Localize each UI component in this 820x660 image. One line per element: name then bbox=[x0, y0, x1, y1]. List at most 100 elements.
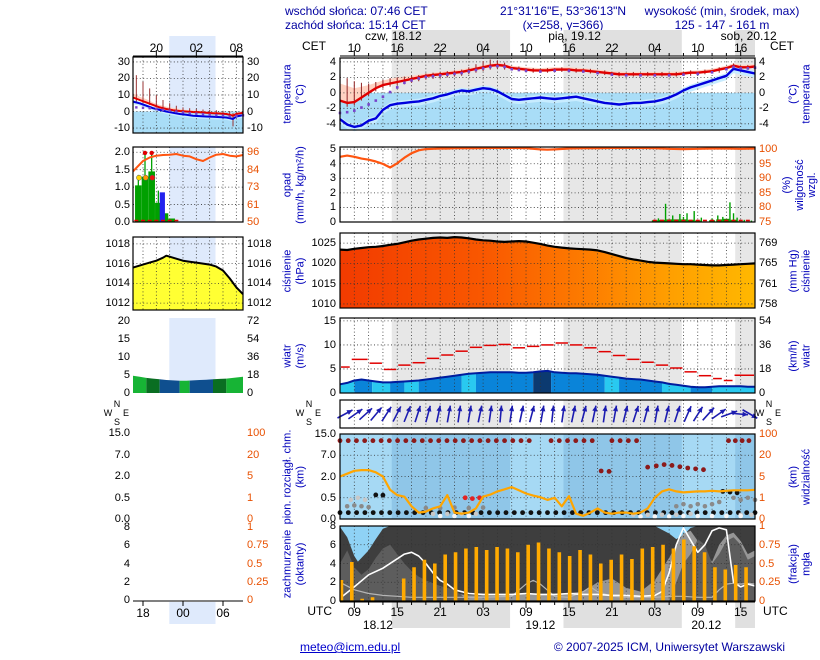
mini-axis-tick-label: 0 bbox=[247, 594, 254, 606]
axis-tick-label: 8 bbox=[329, 520, 336, 532]
axis-tick-label: 0 bbox=[759, 513, 766, 525]
altitude-values: 125 - 147 - 161 m bbox=[674, 18, 770, 32]
compass-left-icon-s: S bbox=[305, 417, 313, 427]
axis-tick-label: 1 bbox=[329, 201, 336, 214]
mini-axis-tick-label: 0 bbox=[123, 105, 130, 118]
axis-tick-label: -2 bbox=[326, 102, 336, 115]
mini-axis-tick-label: 1012 bbox=[247, 297, 272, 310]
axis-tick-label: 0 bbox=[329, 216, 336, 228]
axis-tick-label: 1010 bbox=[311, 297, 336, 310]
cet-hour-tick: 22 bbox=[605, 41, 619, 55]
axis-tick-label: -2 bbox=[759, 102, 769, 115]
axis-tick-label: 2 bbox=[329, 576, 336, 589]
axis-tick-label: 1020 bbox=[311, 257, 336, 270]
axis-tick-label: 2 bbox=[759, 71, 766, 84]
mini-axis-tick-label: 5 bbox=[123, 368, 130, 381]
mini-axis-tick-label: 0.75 bbox=[247, 539, 269, 552]
utc-hour-tick: 15 bbox=[390, 605, 404, 619]
mini-axis-tick-label: 2 bbox=[123, 575, 130, 588]
compass-mini-icon-e: E bbox=[122, 408, 130, 418]
mini-axis-tick-label: 0.25 bbox=[247, 575, 269, 588]
axis-tick-label: 1 bbox=[759, 520, 766, 532]
mini-axis-tick-label: 0.0 bbox=[114, 216, 130, 228]
date-label: 18.12 bbox=[362, 618, 393, 632]
panel-title-right-pion-rozciagl: (km) widzialność bbox=[787, 448, 812, 505]
mini-axis-tick-label: 72 bbox=[247, 314, 260, 327]
utc-label-left: UTC bbox=[307, 604, 332, 618]
axis-tick-label: 4 bbox=[329, 157, 336, 170]
mini-axis-tick-label: 20 bbox=[117, 314, 130, 327]
mini-axis-tick-label: 0.5 bbox=[114, 198, 130, 211]
cet-label-right: CET bbox=[770, 39, 794, 53]
cet-label-left: CET bbox=[302, 39, 326, 53]
utc-hour-tick: 21 bbox=[433, 605, 447, 619]
mini-axis-tick-label: 8 bbox=[123, 521, 130, 533]
compass-mini-icon-s: S bbox=[113, 417, 121, 427]
mini-axis-tick-label: 4 bbox=[123, 557, 130, 570]
utc-hour-tick: 09 bbox=[691, 605, 705, 619]
mini-axis-tick-label: 10 bbox=[117, 89, 130, 101]
panel-title-left-zachmurzenie: zachmurzenie (oktanty) bbox=[281, 529, 306, 598]
sunrise-text: wschód słońca: 07:46 CET bbox=[285, 4, 428, 18]
axis-tick-label: 90 bbox=[759, 172, 772, 185]
axis-tick-label: 1025 bbox=[311, 237, 336, 250]
mini-axis-tick-label: 20 bbox=[247, 72, 260, 85]
panel-title-left-opad: opad (mm/h, kg/m²/h) bbox=[281, 145, 306, 224]
axis-tick-label: 6 bbox=[329, 538, 336, 551]
utc-hour-tick: 03 bbox=[648, 605, 662, 619]
mini-local-hour-tick: 08 bbox=[229, 41, 244, 55]
day-label: czw, 18.12 bbox=[365, 29, 422, 43]
compass-left-icon-w: W bbox=[295, 408, 305, 418]
panel-title-right-zachmurzenie: (frakcja) mgła bbox=[787, 543, 812, 584]
axis-tick-label: 0 bbox=[759, 595, 766, 607]
panel-title-right-opad: (%) wilgotność wzgl. bbox=[781, 158, 819, 211]
mini-local-hour-tick: 02 bbox=[189, 41, 204, 55]
date-label: 19.12 bbox=[525, 618, 556, 632]
utc-hour-tick: 09 bbox=[519, 605, 533, 619]
axis-tick-label: 75 bbox=[759, 216, 772, 228]
mini-axis-tick-label: 36 bbox=[247, 350, 260, 363]
mini-axis-tick-label: 1018 bbox=[105, 237, 130, 250]
mini-axis-tick-label: 73 bbox=[247, 181, 260, 194]
axis-tick-label: 0.5 bbox=[759, 557, 775, 570]
mini-axis-tick-label: 100 bbox=[247, 427, 266, 439]
axis-tick-label: 95 bbox=[759, 157, 772, 170]
axis-tick-label: 0 bbox=[329, 86, 336, 99]
day-label: sob, 20.12 bbox=[720, 29, 777, 43]
axis-tick-label: 100 bbox=[759, 143, 778, 156]
compass-mini-icon-w: W bbox=[103, 408, 113, 418]
mini-utc-hour-tick: 18 bbox=[136, 606, 150, 620]
mini-axis-tick-label: 0 bbox=[247, 387, 254, 399]
contact-email-link[interactable]: meteo@icm.edu.pl bbox=[300, 640, 401, 654]
axis-tick-label: 15 bbox=[323, 314, 336, 327]
mini-axis-tick-label: 20 bbox=[117, 72, 130, 85]
utc-hour-tick: 15 bbox=[734, 605, 748, 619]
altitude-label: wysokość (min, środek, max) bbox=[644, 4, 800, 18]
axis-tick-label: 5 bbox=[329, 362, 336, 375]
mini-axis-tick-label: 1016 bbox=[247, 257, 272, 270]
mini-axis-tick-label: 1016 bbox=[105, 257, 130, 270]
axis-tick-label: 2 bbox=[329, 71, 336, 84]
copyright-text: © 2007-2025 ICM, Uniwersytet Warszawski bbox=[553, 640, 785, 654]
axis-tick-label: 0.75 bbox=[759, 538, 781, 551]
mini-axis-tick-label: 0.5 bbox=[114, 491, 130, 504]
mini-axis-tick-label: 54 bbox=[247, 332, 260, 345]
axis-tick-label: 18 bbox=[759, 362, 772, 375]
axis-tick-label: 85 bbox=[759, 186, 772, 199]
axis-tick-label: 20 bbox=[759, 449, 772, 462]
utc-hour-tick: 03 bbox=[476, 605, 490, 619]
cet-hour-tick: 16 bbox=[390, 41, 404, 55]
mini-axis-tick-label: 7.0 bbox=[114, 448, 130, 461]
mini-axis-tick-label: 15 bbox=[117, 332, 130, 345]
compass-left-icon-n: N bbox=[305, 399, 313, 409]
utc-hour-tick: 15 bbox=[562, 605, 576, 619]
utc-hour-tick: 21 bbox=[605, 605, 619, 619]
mini-axis-tick-label: 50 bbox=[247, 216, 260, 228]
mini-axis-tick-label: 1014 bbox=[247, 277, 272, 290]
mini-axis-tick-label: 10 bbox=[117, 350, 130, 363]
compass-left-icon-e: E bbox=[314, 408, 322, 418]
compass-right-icon-n: N bbox=[765, 399, 773, 409]
mini-axis-tick-label: 1014 bbox=[105, 277, 130, 290]
cet-hour-tick: 10 bbox=[519, 41, 533, 55]
panel-title-right-cisnienie: (mm Hg) ciśnienie bbox=[787, 249, 812, 292]
